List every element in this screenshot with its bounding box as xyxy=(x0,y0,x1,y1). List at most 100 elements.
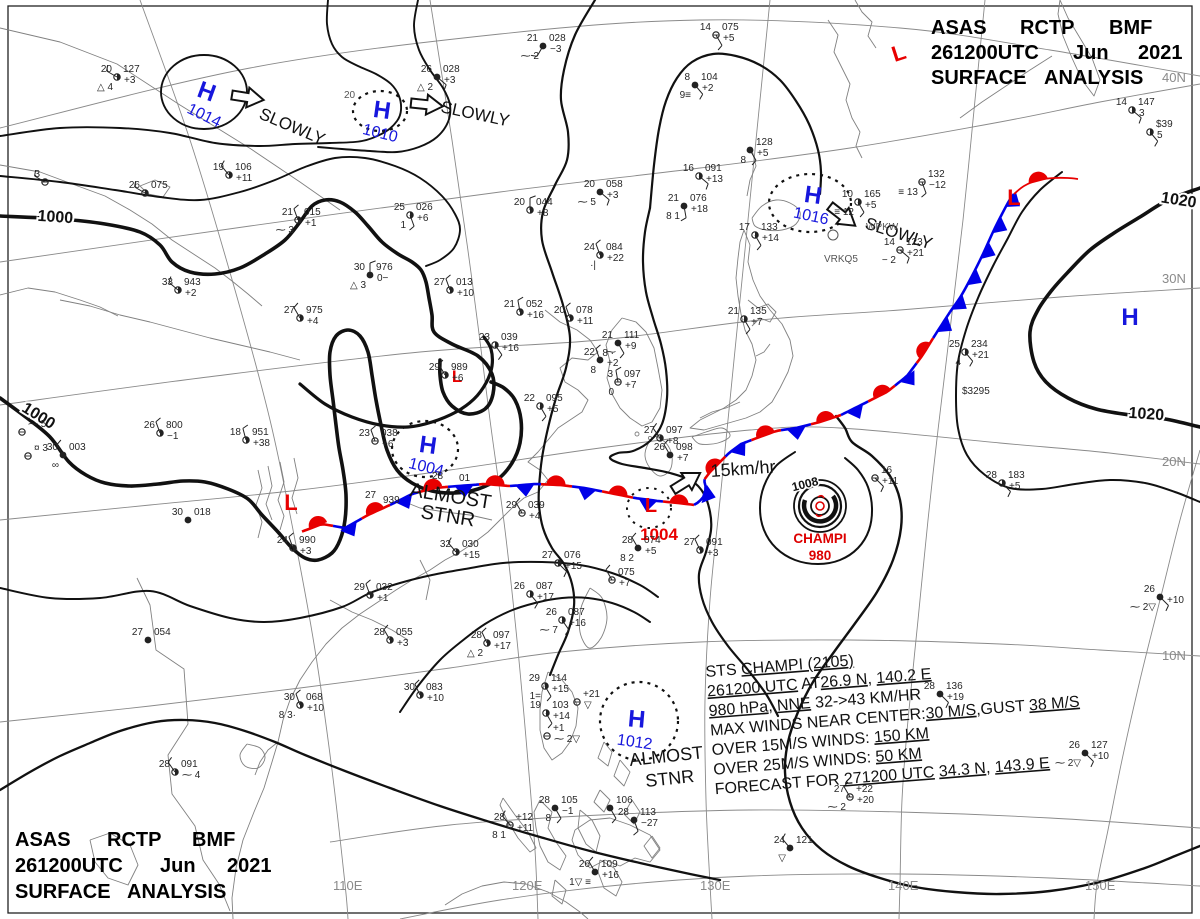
svg-text:8 2: 8 2 xyxy=(620,553,634,564)
svg-text:+7: +7 xyxy=(625,380,637,391)
svg-text:21: 21 xyxy=(728,306,740,317)
svg-text:26: 26 xyxy=(579,859,591,870)
svg-text:+11: +11 xyxy=(577,316,594,327)
svg-text:+2: +2 xyxy=(185,288,197,299)
svg-text:8 1: 8 1 xyxy=(666,211,680,222)
svg-text:⁓ 5: ⁓ 5 xyxy=(578,197,597,208)
svg-text:+11: +11 xyxy=(517,823,534,834)
svg-text:SURFACE: SURFACE xyxy=(931,67,1027,89)
svg-text:+13: +13 xyxy=(706,174,723,185)
svg-text:⁓ 7: ⁓ 7 xyxy=(540,625,559,636)
svg-text:+16: +16 xyxy=(502,343,519,354)
svg-text:+6: +6 xyxy=(417,213,429,224)
svg-text:+5: +5 xyxy=(757,148,769,159)
svg-text:939: 939 xyxy=(383,495,400,506)
svg-text:+5: +5 xyxy=(645,546,657,557)
svg-text:28: 28 xyxy=(471,630,483,641)
svg-text:⁓ 2: ⁓ 2 xyxy=(521,51,540,62)
svg-text:055: 055 xyxy=(396,627,413,638)
svg-text:+5: +5 xyxy=(865,200,877,211)
svg-text:30: 30 xyxy=(404,682,416,693)
svg-text:076: 076 xyxy=(564,550,581,561)
svg-text:058: 058 xyxy=(606,179,623,190)
svg-text:−27: −27 xyxy=(641,818,658,829)
svg-text:0−: 0− xyxy=(377,273,389,284)
svg-text:132: 132 xyxy=(928,169,945,180)
svg-text:8: 8 xyxy=(740,155,746,166)
svg-text:026: 026 xyxy=(416,202,433,213)
svg-text:+16: +16 xyxy=(527,310,544,321)
svg-text:ASAS: ASAS xyxy=(931,17,987,39)
svg-text:21: 21 xyxy=(504,299,516,310)
svg-text:106: 106 xyxy=(616,795,633,806)
svg-text:H: H xyxy=(372,96,393,125)
svg-text:+10: +10 xyxy=(457,288,474,299)
svg-text:+22: +22 xyxy=(856,784,873,795)
svg-text:052: 052 xyxy=(526,299,543,310)
svg-text:⁓ 2▽: ⁓ 2▽ xyxy=(1055,758,1081,769)
svg-text:091: 091 xyxy=(705,163,722,174)
svg-text:24: 24 xyxy=(277,535,289,546)
svg-text:29: 29 xyxy=(529,673,541,684)
svg-text:21: 21 xyxy=(602,330,614,341)
svg-text:23: 23 xyxy=(359,428,371,439)
svg-text:26: 26 xyxy=(421,64,433,75)
svg-text:30: 30 xyxy=(354,262,366,273)
svg-text:+10: +10 xyxy=(1167,595,1184,606)
svg-text:1: 1 xyxy=(400,220,406,231)
svg-text:ASAS: ASAS xyxy=(15,829,71,851)
svg-text:078: 078 xyxy=(576,305,593,316)
svg-text:$39: $39 xyxy=(1156,119,1173,130)
svg-text:018: 018 xyxy=(194,507,211,518)
svg-text:21: 21 xyxy=(282,207,294,218)
svg-text:087: 087 xyxy=(568,607,585,618)
svg-text:097: 097 xyxy=(493,630,510,641)
svg-text:+10: +10 xyxy=(307,703,324,714)
svg-text:032: 032 xyxy=(376,582,393,593)
svg-text:L: L xyxy=(452,367,462,386)
svg-text:H: H xyxy=(1121,304,1138,331)
svg-text:114: 114 xyxy=(551,673,567,684)
svg-text:27: 27 xyxy=(434,277,446,288)
svg-text:32: 32 xyxy=(440,539,452,550)
svg-text:133: 133 xyxy=(761,222,778,233)
svg-text:26: 26 xyxy=(546,607,558,618)
svg-text:CHAMPI: CHAMPI xyxy=(793,531,846,546)
svg-text:095: 095 xyxy=(546,393,563,404)
svg-text:21: 21 xyxy=(527,33,539,44)
svg-text:140E: 140E xyxy=(888,878,919,893)
svg-text:150E: 150E xyxy=(1085,878,1116,893)
svg-text:+6: +6 xyxy=(452,373,464,384)
svg-text:+38: +38 xyxy=(253,438,270,449)
svg-text:147: 147 xyxy=(1138,97,1155,108)
svg-text:+22: +22 xyxy=(607,253,624,264)
svg-text:28: 28 xyxy=(374,627,386,638)
svg-text:+4: +4 xyxy=(307,316,319,327)
svg-text:015: 015 xyxy=(304,207,321,218)
svg-text:074: 074 xyxy=(644,535,661,546)
svg-text:039: 039 xyxy=(501,332,518,343)
svg-text:+3: +3 xyxy=(607,190,619,201)
svg-text:+14: +14 xyxy=(762,233,779,244)
svg-text:+11: +11 xyxy=(882,476,899,487)
svg-text:Jun: Jun xyxy=(1073,42,1109,64)
svg-text:20: 20 xyxy=(344,90,356,101)
svg-text:⁓ 5: ⁓ 5 xyxy=(28,419,47,430)
svg-text:19: 19 xyxy=(530,700,542,711)
svg-text:076: 076 xyxy=(690,193,707,204)
svg-text:8 3·: 8 3· xyxy=(279,710,296,721)
svg-text:WPKW: WPKW xyxy=(866,222,899,233)
svg-text:183: 183 xyxy=(1008,470,1025,481)
svg-text:+18: +18 xyxy=(691,204,708,215)
svg-text:+19: +19 xyxy=(947,692,964,703)
svg-text:27: 27 xyxy=(132,627,144,638)
svg-text:28: 28 xyxy=(432,471,444,482)
svg-text:003: 003 xyxy=(69,442,86,453)
svg-text:VRKQ5: VRKQ5 xyxy=(824,254,858,265)
svg-text:≡ 13: ≡ 13 xyxy=(898,187,918,198)
svg-text:976: 976 xyxy=(376,262,393,273)
svg-text:068: 068 xyxy=(306,692,323,703)
svg-text:26: 26 xyxy=(1069,740,1081,751)
svg-text:28: 28 xyxy=(539,795,551,806)
svg-text:1▽ ≡: 1▽ ≡ xyxy=(569,877,591,888)
